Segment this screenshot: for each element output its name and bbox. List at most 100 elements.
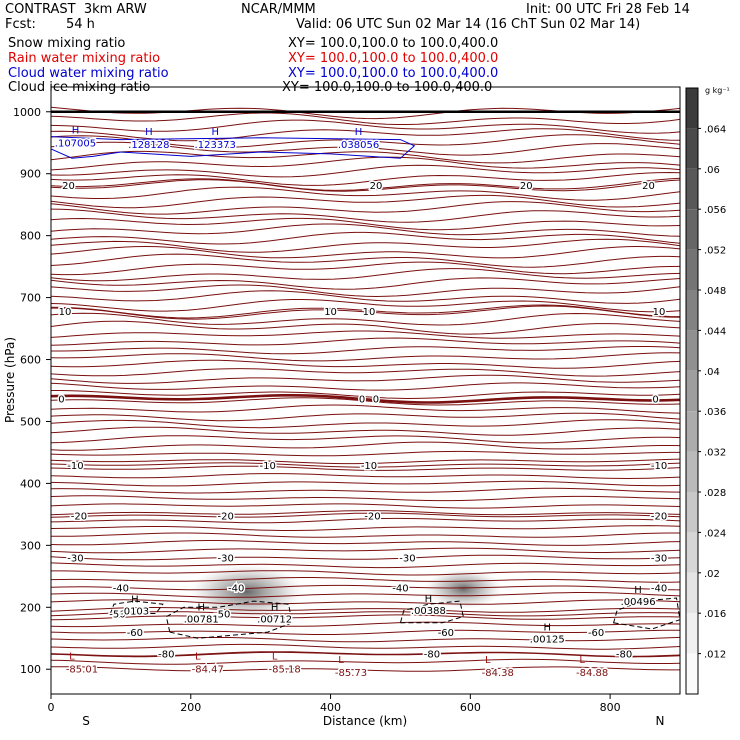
y-tick-label: 300 — [20, 539, 41, 552]
colorbar-unit: g kg⁻¹ — [705, 86, 730, 95]
isotherm-label: -40 — [392, 583, 408, 594]
isotherm-line — [50, 290, 681, 304]
isotherm-label: -40 — [113, 583, 129, 594]
isotherm-line — [50, 495, 681, 502]
isotherm-line — [50, 426, 681, 436]
colorbar-tick-label: .012 — [704, 650, 726, 661]
isotherm-line — [50, 374, 681, 384]
init-label: Init: 00 UTC Fri 28 Feb 14 — [526, 2, 690, 17]
isotherm-line — [50, 277, 681, 290]
isotherm-label: 20 — [62, 181, 75, 192]
isotherm-line — [50, 621, 681, 628]
colorbar-tick-label: .024 — [704, 528, 726, 539]
y-tick-label: 500 — [20, 415, 41, 428]
y-tick-label: 200 — [20, 601, 41, 614]
low-value: -84.47 — [192, 664, 224, 675]
isotherm-label: -60 — [127, 628, 143, 639]
isotherm-line — [50, 156, 681, 171]
y-tick-label: 1000 — [13, 106, 41, 119]
isotherm-line — [50, 320, 681, 335]
colorbar-tick-label: .02 — [704, 569, 720, 580]
isotherm-line — [50, 186, 681, 201]
north-label: N — [656, 714, 665, 728]
colorbar-tick-label: .044 — [704, 326, 726, 337]
x-tick-label: 400 — [320, 701, 341, 714]
snow-shading-1 — [424, 568, 503, 609]
isotherm-line — [50, 462, 681, 468]
isotherm-label: -50 — [214, 609, 230, 620]
isotherm-line — [50, 525, 681, 531]
isotherm-line — [50, 179, 681, 192]
colorbar-tick-label: .028 — [704, 488, 726, 499]
colorbar-swatch — [686, 88, 698, 129]
isotherm-line — [50, 368, 681, 377]
high-marker: H — [131, 594, 139, 605]
isotherm-line — [50, 636, 681, 643]
colorbar-swatch — [686, 613, 698, 654]
field-xy-snow: XY= 100.0,100.0 to 100.0,400.0 — [288, 36, 499, 51]
x-tick-label: 800 — [600, 701, 621, 714]
high-marker: H — [197, 602, 205, 613]
colorbar-swatch — [686, 168, 698, 210]
isotherm-label: -20 — [651, 512, 667, 523]
low-value: -85.73 — [335, 668, 367, 679]
isotherm-line — [50, 658, 681, 665]
colorbar-tick-label: .064 — [704, 124, 726, 135]
y-tick-label: 700 — [20, 292, 41, 305]
high-marker: H — [634, 585, 642, 596]
colorbar-tick-label: .052 — [704, 246, 726, 257]
y-tick-label: 800 — [20, 230, 41, 243]
isotherm-line — [50, 223, 681, 237]
isotherm-line — [50, 517, 681, 524]
isotherm-label: 20 — [642, 181, 655, 192]
cloud-water-high-value: .128128 — [128, 140, 169, 151]
isotherm-line — [50, 450, 680, 457]
org-label: NCAR/MMM — [241, 2, 316, 17]
isotherm-line — [50, 397, 681, 406]
isotherm-label: -40 — [651, 583, 667, 594]
isotherm-line — [50, 261, 681, 276]
high-marker: H — [271, 602, 279, 613]
isotherm-line — [50, 245, 681, 259]
isotherm-line — [50, 238, 681, 253]
isotherm-line — [50, 305, 681, 320]
isotherm-label: -20 — [364, 512, 380, 523]
isotherm-line — [50, 394, 681, 404]
low-value: -84.38 — [482, 668, 514, 679]
isotherm-label: -80 — [616, 650, 632, 661]
isotherm-line — [50, 404, 681, 414]
isotherm-label: -80 — [424, 650, 440, 661]
isotherm-line — [50, 337, 681, 346]
y-tick-label: 900 — [20, 168, 41, 181]
x-tick-label: 200 — [180, 701, 201, 714]
low-value: -85.01 — [66, 664, 98, 675]
isotherm-label: 20 — [520, 181, 533, 192]
isotherm-line — [50, 480, 681, 487]
colorbar-tick-label: .048 — [704, 286, 726, 297]
field-xy-rain: XY= 100.0,100.0 to 100.0,400.0 — [288, 51, 499, 66]
isotherm-line — [50, 510, 681, 516]
isotherm-line — [50, 253, 681, 268]
isotherm-line — [50, 119, 681, 134]
isotherm-line — [51, 390, 681, 400]
isotherm-line — [50, 304, 681, 319]
colorbar-swatch — [686, 653, 698, 694]
cloud-water-high-marker: H — [72, 126, 80, 137]
isotherm-label: -10 — [259, 461, 275, 472]
isotherm-line — [50, 441, 681, 451]
cloud-ice-contour-3 — [109, 600, 164, 614]
isotherm-label: 20 — [370, 181, 383, 192]
fcst-value: 54 h — [66, 17, 95, 32]
isotherm-line — [50, 134, 681, 149]
isotherm-line — [50, 171, 681, 186]
cloud-water-high-marker: H — [211, 127, 219, 138]
cloud-water-high-value: .123373 — [195, 140, 236, 151]
cloud-water-high-value: .107005 — [55, 139, 96, 150]
model-label: CONTRAST 3km ARW — [5, 2, 147, 17]
isotherm-line — [50, 562, 681, 569]
isotherm-label: -20 — [71, 512, 87, 523]
isotherm-label: 10 — [363, 307, 376, 318]
high-value: .0103 — [121, 606, 150, 617]
colorbar-tick-label: .04 — [704, 367, 720, 378]
high-value: .00781 — [184, 614, 219, 625]
